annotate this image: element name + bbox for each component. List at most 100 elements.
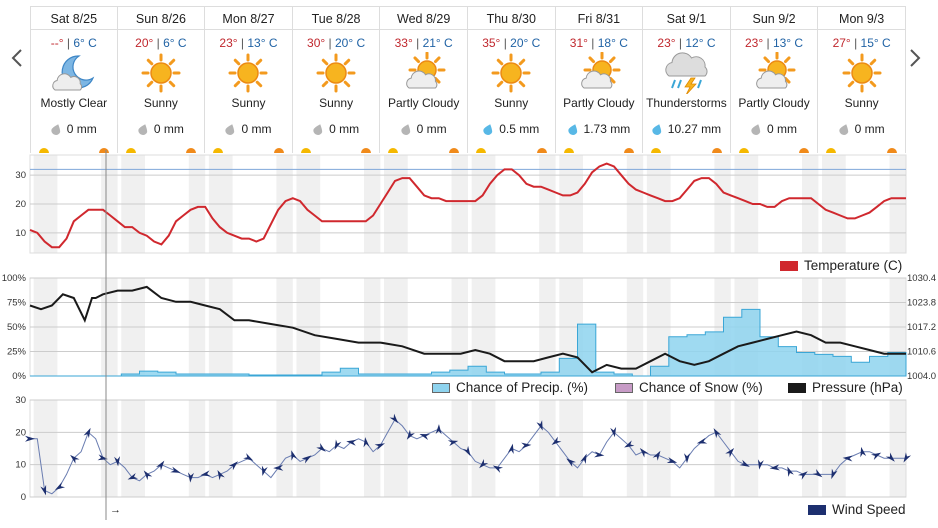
night-band	[714, 400, 731, 497]
sunrise-icon	[213, 148, 224, 153]
day-column[interactable]: Sun 8/26 20° | 6° C Sunny 0 mm	[117, 7, 206, 153]
wind-direction-arrow	[551, 436, 562, 445]
wind-direction-arrow	[903, 452, 912, 463]
condition-label: Partly Cloudy	[563, 96, 635, 110]
precip-value: 0 mm	[153, 122, 184, 136]
wind-direction-arrow	[374, 443, 385, 451]
day-column[interactable]: Wed 8/29 33° | 21° C Partly Cloudy 0 mm	[380, 7, 468, 153]
day-temps: 31° | 18° C	[556, 36, 643, 50]
condition-label: Mostly Clear	[40, 96, 108, 110]
wind-direction-arrow	[798, 471, 808, 480]
sunrise-icon	[39, 148, 49, 153]
sunset-icon	[886, 148, 897, 153]
prev-arrow-button[interactable]	[6, 40, 28, 76]
wind-direction-arrow	[507, 443, 514, 455]
wind-direction-arrow	[842, 455, 853, 462]
raindrop-icon	[751, 124, 761, 135]
pressure-line	[29, 285, 906, 374]
low-temp: 6° C	[73, 36, 97, 50]
wind-direction-arrow	[769, 464, 780, 471]
day-column[interactable]: Sun 9/2 23° | 13° C Partly Cloudy 0 mm	[730, 7, 819, 153]
day-column[interactable]: Sat 9/1 23° | 12° C Thunderstorms 10.27 …	[643, 7, 731, 153]
sunrise-icon	[388, 148, 399, 153]
wind-direction-arrow	[243, 453, 254, 461]
next-arrow-button[interactable]	[904, 40, 926, 76]
precip-amount: 0 mm	[31, 122, 117, 136]
high-temp: 33°	[394, 36, 413, 50]
wind-direction-arrow	[739, 459, 750, 467]
night-band	[646, 400, 671, 497]
night-band	[276, 400, 293, 497]
day-name: Tue 8/28	[292, 11, 380, 30]
day-column[interactable]: Mon 8/27 23° | 13° C Sunny 0 mm	[205, 7, 293, 153]
wind-direction-arrow	[273, 464, 284, 471]
condition-label: Sunny	[143, 96, 178, 110]
precip-value: 0.5 mm	[499, 122, 540, 136]
wind-direction-arrow	[479, 458, 489, 469]
sunrise-icon	[826, 148, 837, 153]
temp-separator: |	[500, 36, 511, 50]
day-temps: 23° | 13° C	[205, 36, 292, 50]
precip-value: 0 mm	[66, 122, 97, 136]
pressure-y-tick: 1004.0	[907, 371, 936, 382]
temp-y-tick: 30	[15, 170, 26, 181]
day-column[interactable]: Thu 8/30 35° | 20° C Sunny 0.5 mm	[467, 7, 556, 153]
low-temp: 18° C	[597, 36, 628, 50]
day-name: Fri 8/31	[555, 11, 643, 30]
night-band	[121, 400, 145, 497]
temp-separator: |	[763, 36, 773, 50]
wind-direction-arrow	[389, 413, 399, 424]
sunset-icon	[98, 148, 109, 153]
temp-separator: |	[325, 36, 335, 50]
high-temp: 35°	[482, 36, 501, 50]
pressure-y-tick: 1017.2	[907, 322, 936, 333]
wind-direction-arrow	[187, 472, 194, 483]
moon-cloud-icon	[52, 55, 95, 91]
raindrop-icon	[401, 124, 410, 135]
high-temp: --°	[50, 36, 64, 50]
night-band	[471, 400, 496, 497]
pressure-legend: Pressure (hPa)	[788, 380, 903, 395]
sunset-icon	[799, 148, 810, 153]
sunset-icon	[536, 148, 547, 153]
precip-area	[30, 308, 907, 377]
wind-direction-arrow	[301, 455, 312, 464]
precip-value: 0 mm	[241, 122, 272, 136]
day-column[interactable]: Sat 8/25 --° | 6° C Mostly Clear 0 mm	[30, 7, 118, 153]
wind-legend-label: Wind Speed	[832, 502, 906, 517]
raindrop-icon	[483, 124, 493, 135]
sunrise-icon	[738, 148, 749, 153]
chevron-left-icon	[11, 49, 22, 67]
precip-y-tick: 75%	[7, 298, 27, 309]
day-column[interactable]: Fri 8/31 31° | 18° C Partly Cloudy 1.73 …	[555, 7, 644, 153]
wind-direction-arrow	[521, 442, 532, 449]
low-temp: 12° C	[685, 36, 716, 50]
precip-legend: Chance of Precip. (%)	[432, 380, 588, 395]
wind-direction-arrow	[870, 452, 882, 460]
wind-direction-arrow	[566, 458, 576, 467]
sunset-icon	[186, 148, 197, 153]
pressure-legend-label: Pressure (hPa)	[812, 380, 903, 395]
day-column[interactable]: Mon 9/3 27° | 15° C Sunny 0 mm	[818, 7, 906, 153]
wind-direction-arrow	[462, 445, 471, 457]
precip-value: 10.27 mm	[667, 122, 722, 136]
wind-y-tick: 20	[15, 427, 26, 438]
day-column[interactable]: Tue 8/28 30° | 20° C Sunny 0 mm	[292, 7, 381, 153]
night-band	[101, 400, 118, 497]
sunset-icon	[711, 148, 722, 153]
low-temp: 13° C	[772, 36, 804, 50]
wind-y-tick: 10	[15, 460, 26, 471]
partly-cloudy-icon	[756, 52, 796, 89]
condition-label: Sunny	[319, 96, 354, 110]
wind-direction-arrow	[334, 439, 342, 450]
low-temp: 21° C	[422, 36, 453, 50]
day-name: Thu 8/30	[467, 11, 555, 30]
precip-legend-label: Chance of Precip. (%)	[456, 380, 589, 395]
sun-times	[643, 145, 730, 153]
sunrise-icon	[300, 148, 311, 153]
temp-y-tick: 20	[15, 199, 26, 210]
wind-direction-arrow	[594, 451, 605, 458]
wind-direction-arrow	[787, 466, 794, 477]
precip-amount: 1.73 mm	[556, 122, 643, 136]
high-temp: 30°	[307, 36, 326, 50]
